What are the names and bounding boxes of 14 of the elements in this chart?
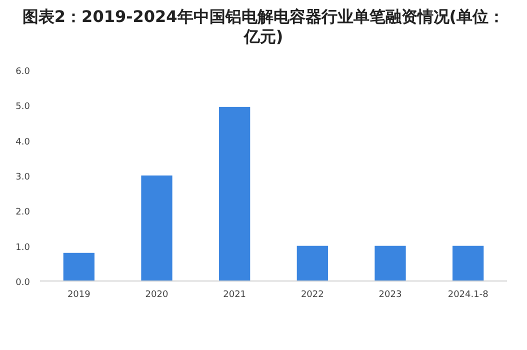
x-tick-label: 2024.1-8 — [448, 290, 489, 300]
y-tick-label: 6.0 — [16, 67, 30, 77]
y-tick-label: 0.0 — [16, 278, 30, 288]
x-tick-label: 2021 — [223, 290, 246, 300]
x-tick-label: 2023 — [378, 290, 402, 300]
y-tick-label: 1.0 — [16, 242, 30, 253]
x-tick-label: 2020 — [145, 290, 168, 300]
title: 图表2：2019-2024年中国铝电解电容器行业单笔融资情况(单位：亿元) — [22, 7, 505, 46]
y-tick-label: 5.0 — [16, 102, 30, 112]
x-tick-label: 2022 — [300, 290, 324, 300]
x-tick-label: 2019 — [67, 290, 91, 300]
y-tick-label: 3.0 — [16, 172, 30, 182]
y-tick-label: 4.0 — [16, 137, 30, 148]
y-tick-label: 2.0 — [16, 208, 30, 218]
